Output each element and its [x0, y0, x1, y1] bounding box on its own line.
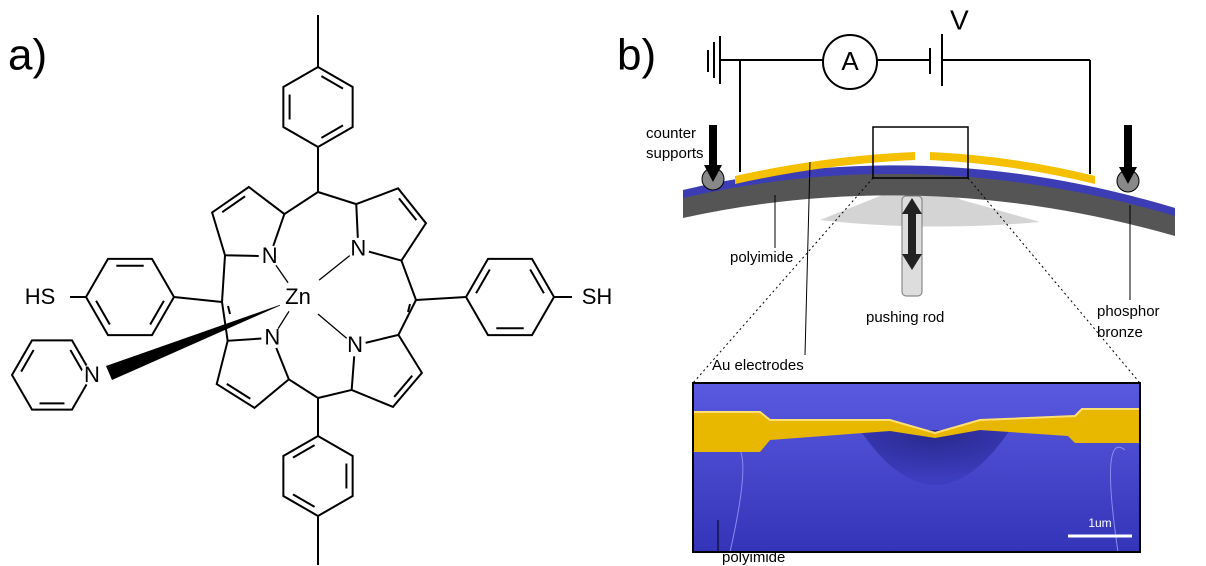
- zinc-label: Zn: [285, 284, 311, 309]
- bond: [401, 261, 416, 300]
- bond: [96, 301, 110, 325]
- support-label: counter: [646, 125, 696, 142]
- ring: [283, 436, 352, 516]
- rod-label: pushing rod: [866, 309, 944, 326]
- bond: [318, 192, 356, 204]
- pyridine-n-label: N: [84, 362, 100, 387]
- nitrogen-label: N: [350, 236, 366, 261]
- bond: [476, 270, 490, 294]
- nitrogen-label: N: [262, 243, 278, 268]
- ammeter-label: A: [841, 46, 859, 76]
- bond: [284, 192, 318, 214]
- bond: [70, 350, 82, 372]
- voltage-label: V: [950, 4, 969, 35]
- support-label: supports: [646, 145, 704, 162]
- panel-label: a): [8, 31, 47, 80]
- electrodes-label: Au electrodes: [712, 357, 804, 374]
- figure: NNNNNZnHSSH a) b) A V: [0, 0, 1206, 566]
- polyimide-label: polyimide: [730, 249, 793, 266]
- nitrogen-label: N: [347, 332, 363, 357]
- bond: [398, 300, 416, 335]
- bond: [416, 297, 466, 300]
- sem-inset: [693, 383, 1140, 552]
- scale-bar-label: 1um: [1088, 516, 1111, 530]
- bond: [227, 384, 251, 399]
- ring: [466, 259, 554, 335]
- bond: [174, 297, 222, 302]
- bond: [21, 350, 33, 372]
- ring: [12, 340, 92, 409]
- bond: [150, 301, 164, 325]
- bronze-label: bronze: [1097, 324, 1143, 341]
- bond: [321, 76, 343, 88]
- coordination-wedge: [106, 302, 288, 380]
- bronze-label: phosphor: [1097, 303, 1160, 320]
- bond: [293, 445, 315, 457]
- bond: [318, 390, 352, 398]
- inset-polyimide-label: polyimide: [722, 549, 785, 566]
- thiol-label: SH: [582, 284, 613, 309]
- page: { "panel_a": { "label": "a)", "substitue…: [0, 0, 1206, 566]
- bond: [289, 379, 318, 398]
- bond: [293, 494, 315, 506]
- bond: [321, 125, 343, 137]
- bond: [222, 302, 228, 341]
- ring: [86, 259, 174, 335]
- ring: [283, 67, 352, 147]
- panel-label: b): [617, 31, 656, 80]
- thiol-label: HS: [25, 284, 56, 309]
- bond: [222, 255, 225, 302]
- nitrogen-label: N: [264, 325, 280, 350]
- bond: [228, 306, 230, 314]
- bond: [530, 270, 544, 294]
